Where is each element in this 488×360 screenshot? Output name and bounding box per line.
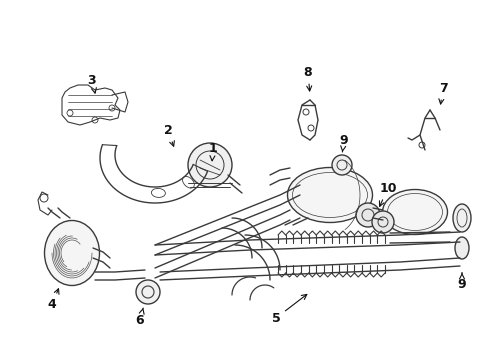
Text: 4: 4: [47, 289, 59, 311]
Text: 9: 9: [457, 273, 466, 292]
Ellipse shape: [452, 204, 470, 232]
Ellipse shape: [382, 189, 447, 234]
Text: 10: 10: [379, 181, 396, 206]
Circle shape: [371, 211, 393, 233]
Text: 1: 1: [208, 141, 217, 161]
Text: 3: 3: [87, 73, 96, 93]
Ellipse shape: [44, 220, 99, 285]
Circle shape: [187, 143, 231, 187]
Text: 9: 9: [339, 134, 347, 152]
Circle shape: [136, 280, 160, 304]
Ellipse shape: [454, 237, 468, 259]
Text: 5: 5: [271, 294, 306, 324]
Text: 7: 7: [438, 81, 447, 104]
Text: 6: 6: [135, 308, 144, 327]
Circle shape: [331, 155, 351, 175]
Text: 2: 2: [163, 123, 174, 146]
Ellipse shape: [287, 167, 372, 222]
Circle shape: [355, 203, 379, 227]
Text: 8: 8: [303, 66, 312, 91]
